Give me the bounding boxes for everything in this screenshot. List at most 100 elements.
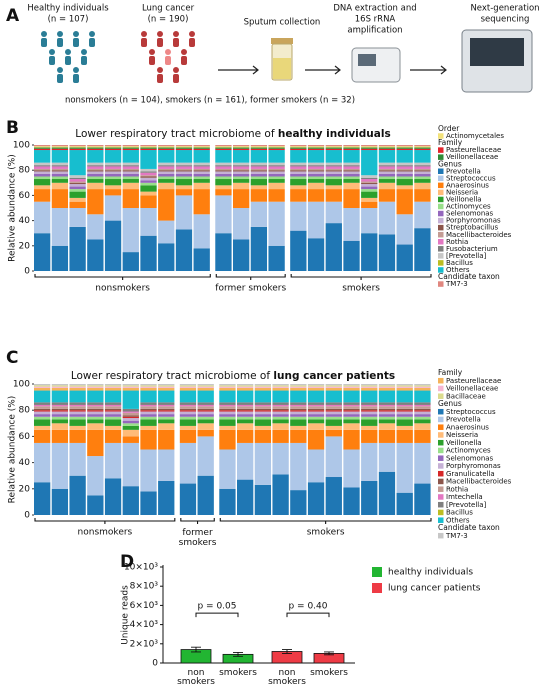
bar-segment [414, 390, 431, 403]
bar-segment [396, 166, 413, 169]
bar-segment [175, 173, 193, 177]
bar-segment [158, 148, 175, 151]
legend-swatch [438, 432, 444, 438]
bar-segment [34, 162, 51, 166]
bar-segment [104, 148, 122, 151]
bar-segment [307, 238, 325, 271]
bar-segment [87, 410, 104, 412]
bar-segment [51, 384, 69, 386]
bar-segment [122, 429, 139, 437]
bar-segment [87, 495, 104, 515]
bar-segment [361, 429, 378, 443]
bar-segment [122, 162, 139, 166]
bar-segment [361, 411, 378, 415]
bar-segment [307, 148, 325, 151]
legend-label: healthy individuals [388, 568, 473, 578]
bar-segment [361, 145, 378, 147]
title-part: Lower respiratory tract microbiome of [75, 128, 278, 140]
bar-segment [104, 402, 122, 405]
bar-segment [233, 170, 250, 172]
bar-segment [290, 185, 307, 190]
bar-segment [272, 386, 289, 388]
bar-segment [250, 201, 268, 227]
bar-segment [175, 179, 193, 186]
step-label: DNA extraction and [333, 4, 416, 14]
bar-segment [396, 390, 413, 403]
bar-segment [414, 416, 431, 420]
legend-label: Veillonella [446, 439, 482, 447]
bar-segment [104, 189, 122, 196]
bar-segment [307, 384, 325, 386]
bar-segment [307, 387, 325, 391]
bar-segment [158, 173, 175, 177]
bar-segment [378, 147, 396, 149]
bar-segment [158, 176, 175, 180]
bar-segment [307, 171, 325, 174]
bar-segment [361, 416, 378, 420]
bar-segment [378, 179, 396, 183]
bar-segment [290, 146, 307, 148]
bar-segment [219, 410, 236, 412]
bar-segment [104, 220, 122, 271]
bar-segment [122, 442, 139, 487]
bar-segment [272, 411, 289, 415]
bar-segment [34, 408, 51, 411]
bar-segment [104, 408, 122, 411]
bar-segment [69, 406, 86, 409]
bar-segment [396, 404, 413, 407]
bar-segment [51, 208, 69, 246]
bar-segment [69, 145, 86, 147]
bar-segment [51, 171, 69, 174]
bar-segment [325, 425, 342, 430]
bar-segment [197, 402, 214, 405]
bar-segment [140, 414, 157, 417]
bar-segment [233, 173, 250, 177]
legend-swatch [438, 246, 444, 252]
bar-segment [51, 165, 69, 167]
bar-segment [361, 197, 378, 202]
bar-segment [414, 385, 431, 387]
legend-label: Streptococcus [446, 174, 496, 182]
bar-segment [361, 406, 378, 409]
legend-swatch [438, 486, 444, 492]
bar-segment [193, 162, 210, 166]
bar-segment [307, 482, 325, 515]
bar-segment [307, 162, 325, 166]
bar-segment [175, 165, 193, 167]
bar-segment [290, 387, 307, 391]
step-label: sequencing [481, 15, 530, 25]
bar-segment [325, 166, 342, 169]
legend-label: Others [446, 266, 470, 274]
bar-segment [140, 168, 157, 172]
bar-segment [254, 408, 272, 411]
bar-segment [378, 234, 396, 271]
label-line: non [188, 668, 205, 678]
bar-segment [307, 179, 325, 183]
legend-swatch [372, 583, 382, 593]
bar-segment [233, 179, 250, 183]
bar-segment [69, 181, 86, 183]
bar-segment [104, 410, 122, 412]
bar-segment [325, 406, 342, 409]
bar-segment [237, 390, 254, 403]
bar-segment [51, 166, 69, 169]
bar-segment [34, 166, 51, 169]
bar-segment [343, 429, 360, 450]
bar-segment [219, 416, 236, 420]
bar-segment [414, 429, 431, 443]
bar-segment [122, 170, 139, 172]
bar-segment [250, 147, 268, 149]
legend-swatch [438, 470, 444, 477]
bar-segment [250, 162, 268, 166]
bar-segment [122, 189, 139, 208]
bar-segment [307, 201, 325, 239]
legend-swatch [438, 393, 444, 399]
bar-segment [307, 408, 325, 411]
bar-segment [343, 147, 360, 149]
bar-segment [361, 191, 378, 198]
bar-segment [219, 390, 236, 403]
bar-segment [290, 385, 307, 387]
bar-segment [158, 166, 175, 169]
bar-segment [122, 425, 139, 430]
bar-segment [87, 147, 104, 149]
